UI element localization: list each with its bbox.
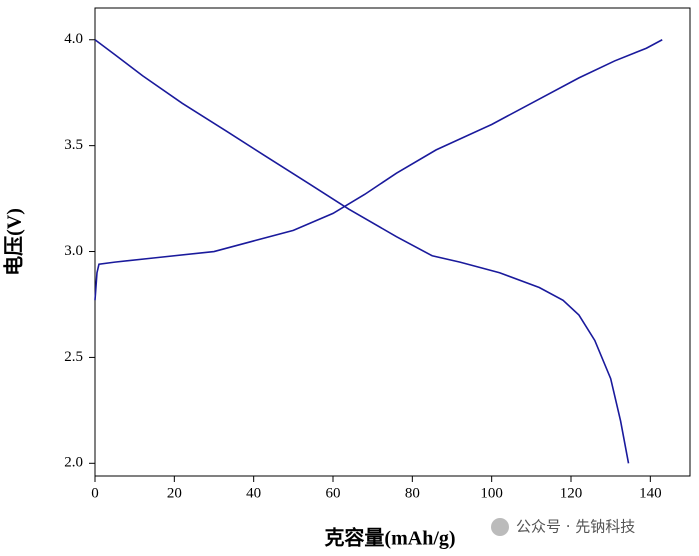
curve (94, 39, 663, 301)
watermark-icon (491, 518, 509, 536)
x-tick-label: 120 (560, 485, 583, 501)
x-tick-label: 100 (480, 485, 503, 501)
x-tick-label: 60 (326, 485, 341, 501)
y-tick-label: 2.5 (64, 349, 83, 365)
y-tick-label: 3.5 (64, 137, 83, 153)
x-tick-label: 40 (246, 485, 261, 501)
x-tick-label: 0 (91, 485, 99, 501)
x-tick-label: 20 (167, 485, 182, 501)
x-tick-label: 140 (639, 485, 662, 501)
x-axis-title: 克容量(mAh/g) (324, 526, 455, 550)
plot-frame (94, 7, 691, 477)
y-tick-label: 2.0 (64, 455, 83, 471)
curve (94, 39, 630, 464)
y-axis-title: 电压(V) (3, 208, 26, 276)
x-tick-label: 80 (405, 485, 420, 501)
y-tick-label: 4.0 (64, 31, 83, 47)
watermark: 公众号 · 先钠科技 (516, 518, 635, 536)
y-tick-label: 3.0 (64, 243, 83, 259)
